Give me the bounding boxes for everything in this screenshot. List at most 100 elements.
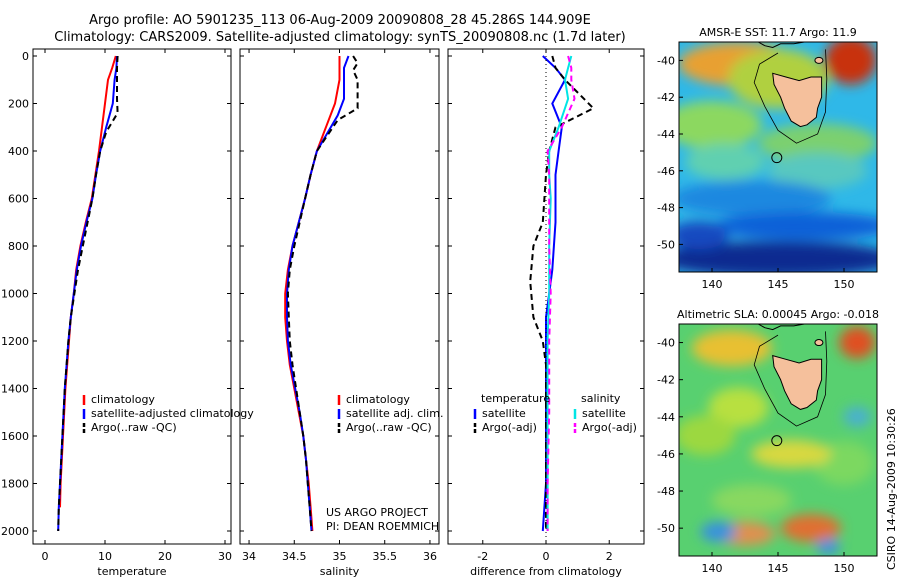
map-blob <box>767 152 868 189</box>
y-tick-label: -46 <box>657 165 675 178</box>
map-blob <box>839 326 876 359</box>
map-blob <box>757 123 877 164</box>
x-tick-label: -2 <box>477 550 488 563</box>
y-tick-label: -48 <box>657 202 675 215</box>
legend-label: climatology <box>91 393 155 406</box>
map-contour <box>753 331 828 427</box>
series-line-salinity-argo-adj- <box>546 55 576 531</box>
sla-map-panel: Altimetric SLA: 0.00045 Argo: -0.018 140 1… <box>657 308 879 575</box>
map-blob <box>843 406 872 427</box>
map-blob <box>708 387 769 428</box>
y-tick-label: 1000 <box>1 288 29 301</box>
tasmania-land <box>772 354 823 410</box>
map-blob <box>679 241 877 272</box>
x-tick-label: 35.5 <box>372 550 397 563</box>
x-tick-label: 150 <box>834 278 855 291</box>
y-tick-label: 1800 <box>1 478 29 491</box>
map-blob <box>691 330 772 367</box>
series-line-satellite-adj-clim- <box>286 55 350 532</box>
map-blob <box>685 143 766 180</box>
map-blob <box>679 180 832 217</box>
legend-label: Argo(..raw -QC) <box>91 421 177 434</box>
x-tick-label: 0 <box>42 550 49 563</box>
x-axis-label: temperature <box>97 565 166 578</box>
y-tick-label: -44 <box>657 128 675 141</box>
y-tick-label: 400 <box>8 145 29 158</box>
series-line-argo-raw-qc- <box>57 55 119 532</box>
x-tick-label: 150 <box>834 562 855 575</box>
legend-label: satellite <box>582 407 626 420</box>
map-field <box>679 42 877 272</box>
legend-label: satellite <box>482 407 526 420</box>
argo-float-marker <box>771 435 783 447</box>
chart-title-line1: Argo profile: AO 5901235_113 06-Aug-2009… <box>89 13 591 28</box>
map-blob <box>781 514 841 543</box>
y-tick-label: 1400 <box>1 383 29 396</box>
y-tick-label: 1200 <box>1 335 29 348</box>
side-timestamp: CSIRO 14-Aug-2009 10:30:26 <box>885 408 898 570</box>
legend-label: Argo(-adj) <box>482 421 537 434</box>
flinders-island <box>814 56 824 64</box>
map-blobs <box>679 42 877 272</box>
x-tick-label: 34.5 <box>282 550 307 563</box>
y-tick-label: 2000 <box>1 525 29 538</box>
x-tick-label: 2 <box>606 550 613 563</box>
flinders-island <box>814 339 824 347</box>
temperature-panel: 0 10 20 30 0 200 400 600 800 1000 1200 1400 1600 1800… <box>1 48 254 578</box>
y-tick-label: 600 <box>8 193 29 206</box>
chart-title-line2: Climatology: CARS2009. Satellite-adjuste… <box>54 30 626 45</box>
map-blobs <box>679 326 876 555</box>
x-tick-label: 35 <box>333 550 347 563</box>
sst-map-panel: AMSR-E SST: 11.7 Argo: 11.9 140 145 150 -40 -… <box>657 26 878 291</box>
y-tick-label: -50 <box>657 522 675 535</box>
y-tick-label: 200 <box>8 98 29 111</box>
y-tick-label: 0 <box>22 50 29 63</box>
x-tick-label: 140 <box>702 562 723 575</box>
argo-float-marker <box>771 152 783 164</box>
y-tick-label: -44 <box>657 411 675 424</box>
y-tick-label: -42 <box>657 91 675 104</box>
map-blob <box>679 100 762 149</box>
y-tick-label: 800 <box>8 240 29 253</box>
x-tick-label: 10 <box>98 550 112 563</box>
map-blob <box>679 415 736 456</box>
legend-label: Argo(..raw -QC) <box>346 421 432 434</box>
map-blob <box>700 521 737 542</box>
map-contour <box>753 49 828 144</box>
y-tick-label: -46 <box>657 448 675 461</box>
map-blob <box>714 212 877 240</box>
map-blob <box>679 221 729 250</box>
legend-label: satellite-adjusted climatology <box>91 407 254 420</box>
map-blob <box>824 42 877 85</box>
x-tick-label: 140 <box>702 278 723 291</box>
y-tick-label: -50 <box>657 238 675 251</box>
tasmania-land <box>772 72 823 128</box>
difference-panel: -2 0 2 difference from climatology temperatu… <box>447 48 645 578</box>
plot-frame <box>32 48 232 545</box>
series-line-argo-raw-qc- <box>286 55 359 532</box>
x-tick-label: 30 <box>218 550 232 563</box>
y-tick-label: -42 <box>657 374 675 387</box>
x-axis-label: difference from climatology <box>470 565 622 578</box>
mainland-coast <box>757 324 805 331</box>
legend-label: Argo(-adj) <box>582 421 637 434</box>
x-tick-label: 145 <box>768 278 789 291</box>
x-tick-label: 34 <box>242 550 256 563</box>
map-title: Altimetric SLA: 0.00045 Argo: -0.018 <box>677 308 879 321</box>
y-tick-label: -40 <box>657 337 675 350</box>
legend-title-salinity: salinity <box>581 392 621 405</box>
map-blob <box>816 538 841 555</box>
x-tick-label: 20 <box>158 550 172 563</box>
x-tick-label: 36 <box>423 550 437 563</box>
y-tick-label: -40 <box>657 54 675 67</box>
credit-line1: US ARGO PROJECT <box>326 506 428 519</box>
series-line-salinity-satellite <box>546 55 573 531</box>
map-field <box>679 324 877 556</box>
salinity-panel: 34 34.5 35 35.5 36 salinity climatologysatelli… <box>239 48 443 578</box>
y-tick-label: -48 <box>657 485 675 498</box>
legend-label: satellite adj. clim. <box>346 407 443 420</box>
x-tick-label: 145 <box>768 562 789 575</box>
map-blob <box>751 439 832 468</box>
legend-label: climatology <box>346 393 410 406</box>
